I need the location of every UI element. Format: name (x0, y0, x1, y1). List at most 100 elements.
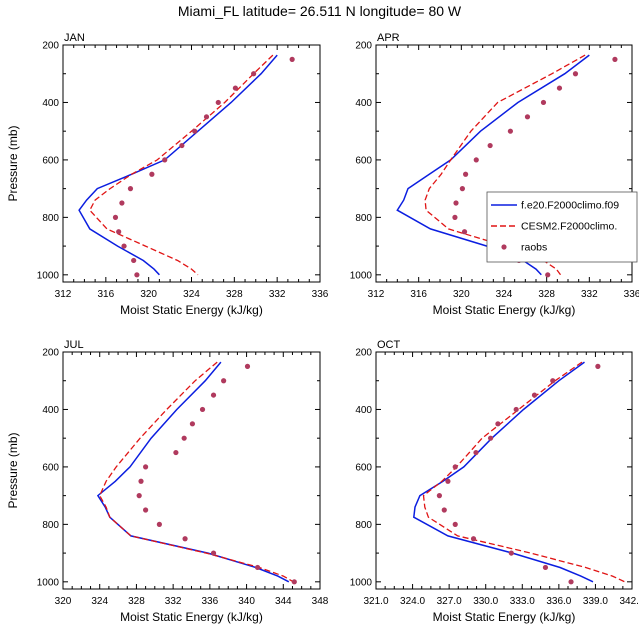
plot-frame (62, 351, 321, 590)
x-tick-label: 339.0 (583, 596, 608, 607)
raobs-point (143, 464, 149, 470)
x-tick-label: 348 (312, 596, 329, 607)
legend-label: CESM2.F2000climo. (521, 221, 617, 233)
raobs-point (487, 435, 494, 441)
raobs-point (189, 421, 196, 427)
f09-series-line (78, 54, 278, 276)
raobs-point (182, 536, 188, 542)
x-tick-label: 320 (453, 289, 470, 300)
raobs-point (452, 214, 458, 220)
legend-marker-raobs (501, 244, 507, 250)
figure-title: Miami_FL latitude= 26.511 N longitude= 8… (178, 3, 462, 19)
x-tick-label: 332 (269, 289, 286, 300)
raobs-point (524, 114, 531, 120)
y-tick-label: 400 (355, 98, 372, 109)
y-tick-label: 800 (355, 520, 372, 531)
y-tick-label: 1000 (37, 270, 60, 281)
f09-series-line (412, 361, 594, 583)
raobs-point (542, 564, 549, 571)
x-tick-label: 336 (624, 289, 639, 300)
raobs-point (568, 579, 574, 585)
legend-label: f.e20.F2000climo.f09 (521, 200, 619, 212)
panel-jul: JUL 320 324 328 332 336 340 344 348 200 400 600 800 1… (6, 339, 329, 624)
y-tick-label: 1000 (350, 577, 373, 588)
raobs-point (134, 272, 140, 278)
raobs-point (210, 550, 217, 556)
x-tick-label: 324 (91, 596, 108, 607)
y-tick-label: 1000 (37, 577, 60, 588)
y-axis-label: Pressure (mb) (6, 125, 20, 201)
y-axis-label: Pressure (mb) (6, 432, 20, 508)
x-tick-label: 320 (55, 596, 72, 607)
x-tick-label: 324.0 (400, 596, 425, 607)
raobs-point (436, 493, 442, 499)
y-tick-label: 1000 (350, 270, 373, 281)
cesm2-series-line (422, 361, 625, 583)
y-tick-label: 200 (355, 348, 372, 359)
raobs-point (215, 99, 221, 106)
raobs-point (470, 536, 477, 542)
raobs-point (162, 157, 168, 163)
x-tick-label: 332 (581, 289, 598, 300)
x-tick-label: 324 (496, 289, 513, 300)
x-tick-label: 342.0 (619, 596, 639, 607)
x-tick-label: 324 (183, 289, 200, 300)
raobs-point (244, 363, 251, 369)
raobs-point (121, 243, 127, 249)
y-tick-label: 800 (42, 213, 59, 224)
raobs-point (291, 579, 297, 585)
x-tick-label: 321.0 (363, 596, 388, 607)
x-axis-label: Moist Static Energy (kJ/kg) (433, 610, 576, 624)
y-tick-label: 200 (355, 41, 372, 52)
y-tick-label: 600 (42, 462, 59, 473)
raobs-point (531, 392, 538, 398)
x-tick-label: 340 (238, 596, 255, 607)
raobs-point (116, 229, 122, 235)
raobs-point (508, 550, 514, 556)
x-axis-label: Moist Static Energy (kJ/kg) (120, 610, 263, 624)
x-tick-label: 330.0 (473, 596, 498, 607)
y-tick-label: 800 (42, 520, 59, 531)
raobs-point (572, 71, 579, 77)
x-tick-label: 328 (538, 289, 555, 300)
cesm2-series-line (98, 361, 294, 583)
raobs-point (232, 85, 239, 91)
f09-series-line (96, 361, 290, 583)
raobs-point (452, 464, 458, 470)
x-tick-label: 316 (410, 289, 427, 300)
cesm2-series-line (89, 54, 274, 276)
raobs-point (441, 507, 447, 513)
plot-frame (62, 44, 321, 283)
x-tick-label: 312 (368, 289, 385, 300)
plot-area (78, 54, 295, 278)
raobs-point (254, 564, 261, 571)
legend: f.e20.F2000climo.f09 CESM2.F2000climo. rao… (486, 191, 638, 263)
raobs-point (461, 229, 468, 235)
x-tick-label: 336.0 (546, 596, 571, 607)
y-tick-label: 200 (42, 348, 59, 359)
plot-frame (375, 351, 633, 590)
x-axis-label: Moist Static Energy (kJ/kg) (433, 303, 576, 317)
legend-box (486, 191, 638, 263)
raobs-point (556, 85, 563, 91)
raobs-point (289, 56, 295, 62)
x-tick-label: 336 (202, 596, 219, 607)
x-tick-label: 328 (226, 289, 243, 300)
raobs-point (156, 521, 162, 527)
y-tick-label: 400 (42, 405, 59, 416)
raobs-point (595, 363, 601, 369)
legend-label: raobs (521, 242, 547, 254)
y-tick-label: 200 (42, 41, 59, 52)
y-tick-label: 400 (355, 405, 372, 416)
raobs-point (112, 214, 119, 220)
panel-label: APR (377, 32, 400, 44)
y-tick-label: 600 (355, 155, 372, 166)
x-tick-label: 344 (275, 596, 292, 607)
raobs-point (463, 171, 469, 177)
panel-label: OCT (377, 339, 401, 351)
panel-apr: APR 312 316 320 324 328 332 336 200 400 600 800 1000… (350, 32, 639, 317)
raobs-point (452, 521, 458, 527)
raobs-point (131, 257, 137, 264)
raobs-point (251, 71, 257, 77)
